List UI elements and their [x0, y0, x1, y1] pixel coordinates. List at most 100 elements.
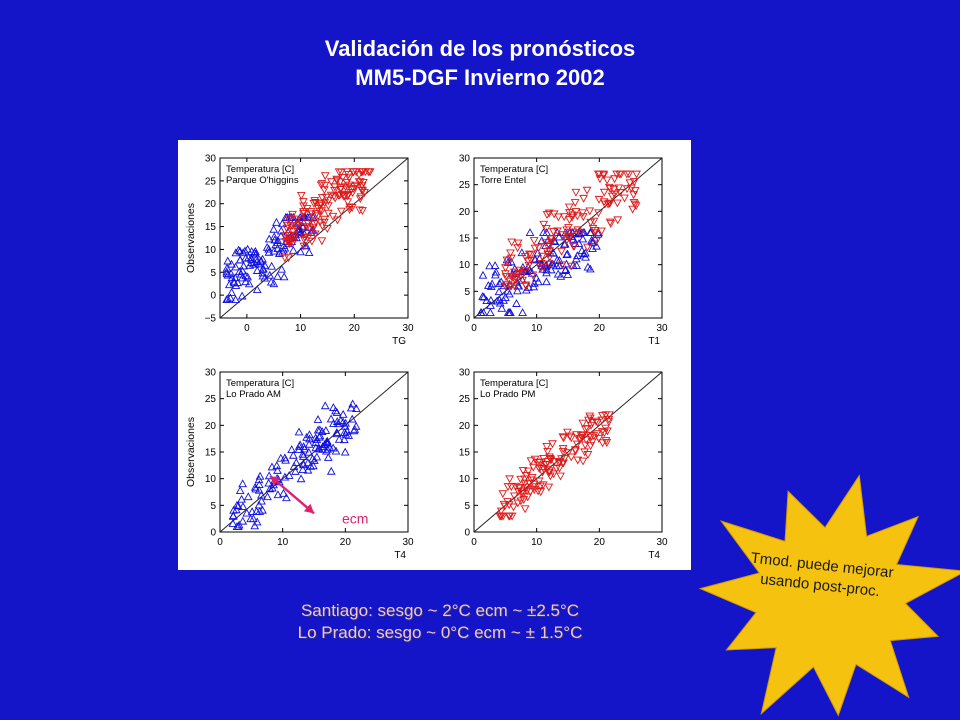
data-point [287, 445, 297, 454]
data-point [272, 217, 281, 226]
data-point [536, 488, 546, 497]
data-point [229, 505, 238, 514]
data-point [303, 465, 313, 474]
data-point [333, 419, 343, 428]
data-point [309, 199, 319, 208]
data-point [299, 208, 308, 217]
data-point [273, 271, 282, 280]
data-point [231, 295, 240, 304]
data-point [573, 226, 583, 235]
data-point [509, 273, 519, 282]
data-point [330, 186, 339, 195]
x-tick-label: 30 [656, 323, 668, 334]
data-point [312, 210, 321, 219]
data-point [592, 430, 602, 439]
data-point [339, 435, 349, 444]
y-tick-label: 10 [205, 245, 217, 256]
data-point [333, 216, 342, 225]
data-point [237, 273, 247, 282]
data-point [331, 406, 340, 415]
data-point [506, 249, 515, 258]
data-point [231, 248, 241, 257]
data-point [622, 185, 632, 194]
data-point [250, 482, 260, 491]
x-tick-label: 20 [340, 537, 352, 548]
data-point [525, 488, 535, 497]
data-point [491, 270, 500, 279]
data-point [327, 178, 336, 187]
data-point [317, 200, 326, 209]
data-point [614, 184, 624, 193]
data-point [565, 228, 575, 236]
x-tick-label: 10 [531, 537, 543, 548]
y-tick-label: 25 [459, 180, 471, 191]
data-point [306, 208, 316, 216]
data-point [298, 465, 308, 474]
scatter-series [501, 170, 641, 291]
data-point [254, 500, 264, 509]
data-point [308, 461, 318, 470]
data-point [578, 213, 588, 222]
data-point [585, 432, 595, 440]
starburst-callout: Tmod. puede mejorar usando post-proc. [680, 460, 960, 720]
data-point [331, 446, 341, 455]
y-tick-label: 0 [210, 291, 216, 302]
y-tick-label: 30 [205, 368, 217, 379]
data-point [558, 231, 568, 240]
data-point [630, 187, 640, 196]
data-point [581, 436, 591, 445]
data-point [328, 443, 338, 452]
data-point [533, 248, 543, 257]
data-point [563, 449, 573, 458]
data-point [247, 507, 257, 516]
data-point [332, 429, 342, 438]
data-point [478, 292, 487, 300]
data-point [495, 279, 504, 287]
data-point [595, 170, 604, 179]
legend-line: Temperatura [C] [480, 164, 548, 175]
data-point [513, 239, 523, 248]
y-tick-label: 5 [464, 287, 470, 298]
data-point [330, 194, 340, 203]
data-point [571, 188, 581, 197]
data-point [307, 210, 316, 219]
data-point [317, 427, 327, 435]
data-point [506, 257, 516, 266]
data-point [317, 237, 327, 246]
data-point [585, 207, 595, 216]
data-point [256, 256, 266, 265]
data-point [494, 287, 504, 296]
data-point [235, 255, 245, 264]
data-point [262, 242, 272, 251]
data-point [269, 246, 279, 255]
x-tick-label: 20 [594, 537, 606, 548]
data-point [241, 253, 251, 262]
data-point [238, 516, 248, 525]
data-point [251, 249, 261, 258]
data-point [234, 520, 244, 529]
data-point [553, 269, 563, 278]
data-point [332, 407, 342, 416]
scatter-figure: 0 10 20 30 −5 0 5 10 15 20 25 30 TG Observaciones Temp… [185, 154, 668, 562]
data-point [257, 496, 266, 505]
data-point [357, 168, 366, 177]
data-point [534, 465, 544, 474]
data-point [548, 248, 558, 257]
data-point [594, 435, 604, 443]
data-point [335, 178, 345, 187]
data-point [513, 286, 522, 295]
data-point [235, 486, 245, 495]
data-point [223, 256, 233, 265]
data-point [549, 210, 559, 219]
data-point [533, 277, 543, 286]
data-point [281, 238, 291, 246]
data-point [255, 471, 265, 480]
data-point [345, 203, 355, 212]
data-point [505, 475, 515, 484]
data-point [525, 228, 535, 236]
data-point [505, 512, 515, 521]
data-point [520, 479, 530, 488]
data-point [580, 448, 589, 457]
data-point [323, 202, 333, 211]
data-point [485, 308, 495, 316]
